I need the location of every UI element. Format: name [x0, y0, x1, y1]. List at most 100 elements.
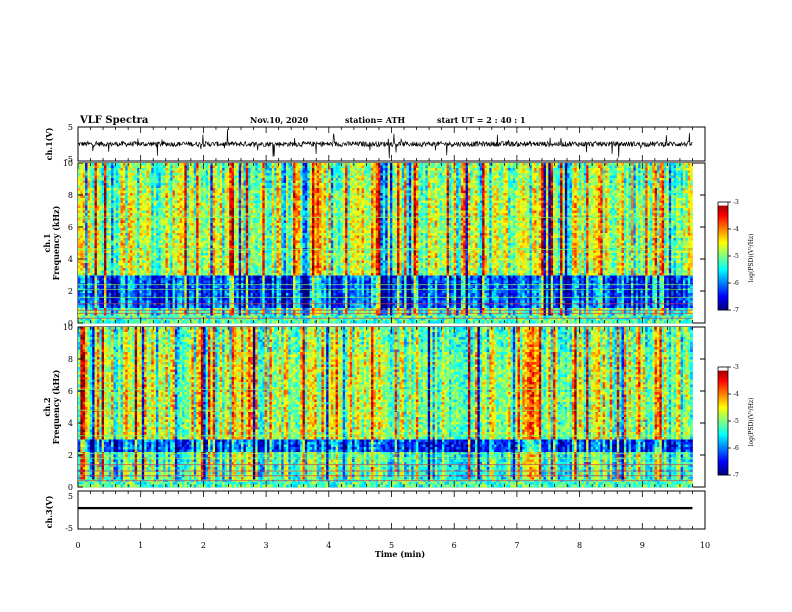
spectrogram-cell	[451, 181, 454, 184]
spectrogram-cell	[392, 188, 395, 191]
spectrogram-cell	[685, 163, 688, 166]
spectrogram-cell	[685, 171, 688, 174]
spectrogram-cell	[407, 171, 410, 174]
spectrogram-cell	[657, 188, 660, 191]
spectrogram-cell	[650, 173, 653, 176]
spectrogram-cell	[102, 191, 105, 194]
spectrogram-cell	[676, 191, 679, 194]
spectrogram-cell	[222, 171, 225, 174]
spectrogram-cell	[534, 203, 537, 206]
spectrogram-cell	[80, 181, 83, 184]
spectrogram-cell	[338, 181, 341, 184]
spectrogram-cell	[265, 201, 268, 204]
spectrogram-cell	[199, 166, 202, 169]
spectrogram-cell	[225, 203, 228, 206]
spectrogram-cell	[477, 166, 480, 169]
spectrogram-cell	[281, 178, 284, 181]
spectrogram-cell	[85, 186, 88, 189]
spectrogram-cell	[451, 191, 454, 194]
spectrogram-cell	[421, 191, 424, 194]
spectrogram-cell	[241, 203, 244, 206]
spectrogram-cell	[163, 191, 166, 194]
spectrogram-cell	[612, 186, 615, 189]
spectrogram-cell	[482, 163, 485, 166]
spectrogram-cell	[421, 201, 424, 204]
spectrogram-cell	[307, 206, 310, 209]
spectrogram-cell	[199, 181, 202, 184]
spectrogram-cell	[286, 181, 289, 184]
spectrogram-cell	[232, 181, 235, 184]
spectrogram-cell	[631, 166, 634, 169]
spectrogram-cell	[267, 196, 270, 199]
spectrogram-cell	[295, 186, 298, 189]
spectrogram-cell	[681, 203, 684, 206]
spectrogram-cell	[362, 188, 365, 191]
spectrogram-cell	[321, 186, 324, 189]
spectrogram-cell	[229, 168, 232, 171]
spectrogram-cell	[125, 168, 128, 171]
spectrogram-cell	[399, 173, 402, 176]
spectrogram-cell	[421, 178, 424, 181]
spectrogram-cell	[359, 198, 362, 201]
spectrogram-cell	[305, 166, 308, 169]
spectrogram-cell	[475, 196, 478, 199]
spectrogram-cell	[144, 173, 147, 176]
spectrogram-cell	[333, 186, 336, 189]
spectrogram-cell	[473, 166, 476, 169]
spectrogram-cell	[581, 193, 584, 196]
spectrogram-cell	[225, 186, 228, 189]
spectrogram-cell	[106, 178, 109, 181]
spectrogram-cell	[612, 188, 615, 191]
spectrogram-cell	[130, 188, 133, 191]
spectrogram-cell	[622, 166, 625, 169]
spectrogram-cell	[184, 198, 187, 201]
spectrogram-cell	[281, 191, 284, 194]
spectrogram-cell	[475, 178, 478, 181]
spectrogram-cell	[92, 188, 95, 191]
spectrogram-cell	[319, 173, 322, 176]
spectrogram-cell	[355, 193, 358, 196]
spectrogram-cell	[470, 193, 473, 196]
spectrogram-cell	[154, 186, 157, 189]
spectrogram-cell	[144, 178, 147, 181]
spectrogram-cell	[199, 186, 202, 189]
spectrogram-cell	[520, 191, 523, 194]
spectrogram-cell	[383, 178, 386, 181]
spectrogram-cell	[241, 173, 244, 176]
spectrogram-cell	[319, 196, 322, 199]
spectrogram-cell	[433, 183, 436, 186]
spectrogram-cell	[428, 183, 431, 186]
spectrogram-cell	[102, 176, 105, 179]
spectrogram-cell	[411, 186, 414, 189]
spectrogram-cell	[217, 206, 220, 209]
spectrogram-cell	[414, 186, 417, 189]
spectrogram-cell	[470, 188, 473, 191]
spectrogram-cell	[272, 193, 275, 196]
spectrogram-cell	[499, 168, 502, 171]
spectrogram-cell	[525, 183, 528, 186]
spectrogram-cell	[674, 166, 677, 169]
spectrogram-cell	[570, 188, 573, 191]
spectrogram-cell	[584, 198, 587, 201]
spectrogram-cell	[636, 176, 639, 179]
spectrogram-cell	[636, 193, 639, 196]
spectrogram-cell	[603, 191, 606, 194]
spectrogram-cell	[298, 163, 301, 166]
spectrogram-cell	[683, 168, 686, 171]
spectrogram-cell	[163, 201, 166, 204]
spectrogram-cell	[106, 206, 109, 209]
spectrogram-cell	[425, 181, 428, 184]
spectrogram-cell	[534, 201, 537, 204]
spectrogram-cell	[579, 191, 582, 194]
spectrogram-cell	[666, 193, 669, 196]
spectrogram-cell	[499, 166, 502, 169]
spectrogram-cell	[655, 196, 658, 199]
spectrogram-cell	[440, 203, 443, 206]
spectrogram-cell	[347, 198, 350, 201]
spectrogram-cell	[279, 163, 282, 166]
spectrogram-cell	[480, 186, 483, 189]
spectrogram-cell	[248, 193, 251, 196]
spectrogram-cell	[626, 203, 629, 206]
spectrogram-cell	[655, 191, 658, 194]
spectrogram-cell	[442, 178, 445, 181]
